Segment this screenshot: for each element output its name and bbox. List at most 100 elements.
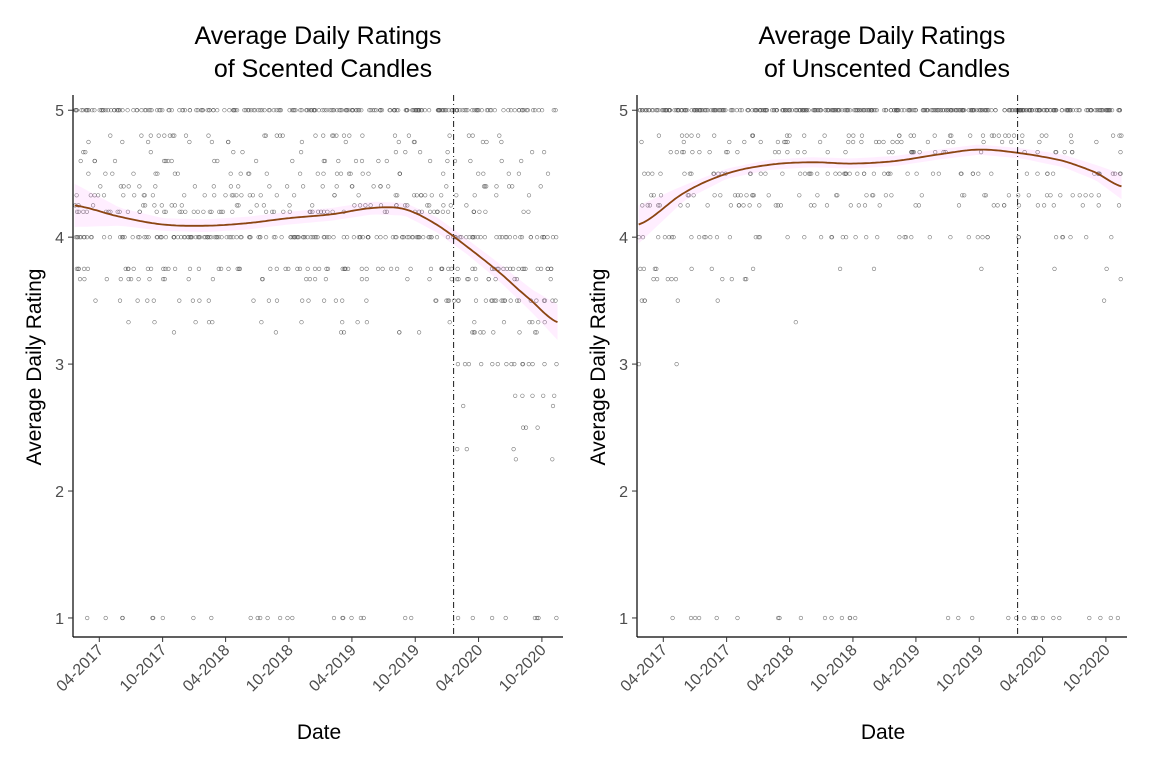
- data-point: [711, 171, 717, 176]
- data-point: [1089, 193, 1094, 198]
- data-point: [763, 171, 768, 176]
- data-point: [519, 235, 525, 240]
- data-point: [689, 108, 694, 113]
- data-point: [454, 277, 460, 282]
- data-point: [550, 298, 555, 303]
- data-point: [506, 171, 511, 176]
- data-point: [280, 133, 285, 138]
- data-point: [304, 277, 309, 282]
- data-point: [322, 298, 327, 303]
- data-point: [837, 171, 842, 176]
- data-point: [1024, 108, 1029, 113]
- data-point: [855, 171, 860, 176]
- data-point: [448, 203, 453, 208]
- data-point: [296, 235, 301, 240]
- data-point: [1115, 615, 1120, 621]
- data-point: [120, 235, 125, 240]
- data-point: [266, 108, 271, 113]
- data-point: [864, 108, 869, 113]
- data-point: [686, 193, 692, 198]
- data-point: [393, 150, 399, 155]
- data-point: [679, 150, 685, 155]
- data-point: [491, 330, 496, 335]
- data-point: [379, 108, 385, 113]
- data-point: [154, 235, 159, 240]
- data-point: [658, 193, 664, 198]
- data-point: [167, 108, 172, 113]
- data-point: [857, 108, 862, 113]
- data-point: [349, 615, 354, 621]
- data-point: [845, 108, 850, 113]
- data-point: [248, 615, 253, 621]
- data-point: [258, 193, 263, 198]
- data-point: [822, 615, 828, 621]
- data-point: [155, 108, 160, 113]
- data-point: [285, 184, 290, 189]
- data-point: [542, 320, 547, 325]
- data-point: [270, 209, 275, 214]
- data-point: [640, 203, 645, 208]
- data-point: [1076, 108, 1081, 113]
- data-point: [903, 235, 909, 240]
- data-point: [287, 203, 292, 208]
- data-point: [334, 171, 340, 176]
- data-point: [264, 235, 269, 240]
- data-point: [318, 209, 324, 214]
- data-point: [454, 193, 459, 198]
- data-point: [187, 139, 192, 145]
- data-point: [1058, 193, 1063, 198]
- data-point: [1066, 108, 1071, 113]
- x-tick-label: 10-2020: [496, 642, 550, 696]
- data-point: [313, 277, 318, 282]
- data-point: [853, 615, 858, 621]
- data-point: [464, 447, 469, 452]
- data-point: [455, 266, 460, 272]
- data-point: [356, 108, 361, 113]
- data-point: [422, 108, 428, 113]
- data-point: [474, 277, 479, 282]
- data-point: [654, 108, 660, 113]
- data-point: [163, 209, 168, 214]
- data-point: [322, 158, 328, 164]
- data-point: [657, 203, 662, 208]
- data-point: [1041, 203, 1047, 208]
- data-point: [162, 277, 167, 282]
- panel-unscented: Average Daily Ratings of Unscented Candl…: [587, 22, 1127, 744]
- data-point: [191, 209, 196, 214]
- data-point: [301, 184, 306, 189]
- data-point: [121, 184, 126, 189]
- data-point: [504, 362, 509, 367]
- data-point: [787, 133, 792, 138]
- data-point: [139, 108, 144, 113]
- data-point: [750, 133, 755, 138]
- data-point: [81, 150, 86, 155]
- data-point: [382, 209, 388, 214]
- data-point: [764, 108, 770, 113]
- data-point: [509, 362, 514, 367]
- data-point: [651, 277, 656, 282]
- data-point: [843, 150, 848, 155]
- x-tick-label: 04-2019: [306, 642, 360, 696]
- data-point: [139, 133, 144, 138]
- data-point: [410, 235, 415, 240]
- data-point: [982, 193, 987, 198]
- data-point: [873, 108, 878, 113]
- data-point: [215, 158, 220, 164]
- chart-title-line1: Average Daily Ratings: [759, 22, 1006, 50]
- data-point: [976, 171, 981, 176]
- data-point: [806, 108, 811, 113]
- data-point: [346, 171, 352, 176]
- data-point: [699, 108, 704, 113]
- data-point: [250, 193, 255, 198]
- y-tick-label: 3: [55, 357, 64, 374]
- data-point: [292, 193, 297, 198]
- data-point: [656, 235, 661, 240]
- data-point: [989, 171, 994, 176]
- data-point: [341, 330, 347, 335]
- data-point: [191, 615, 196, 621]
- data-point: [425, 203, 430, 208]
- data-point: [1045, 171, 1050, 176]
- data-point: [1094, 108, 1099, 113]
- data-point: [360, 235, 366, 240]
